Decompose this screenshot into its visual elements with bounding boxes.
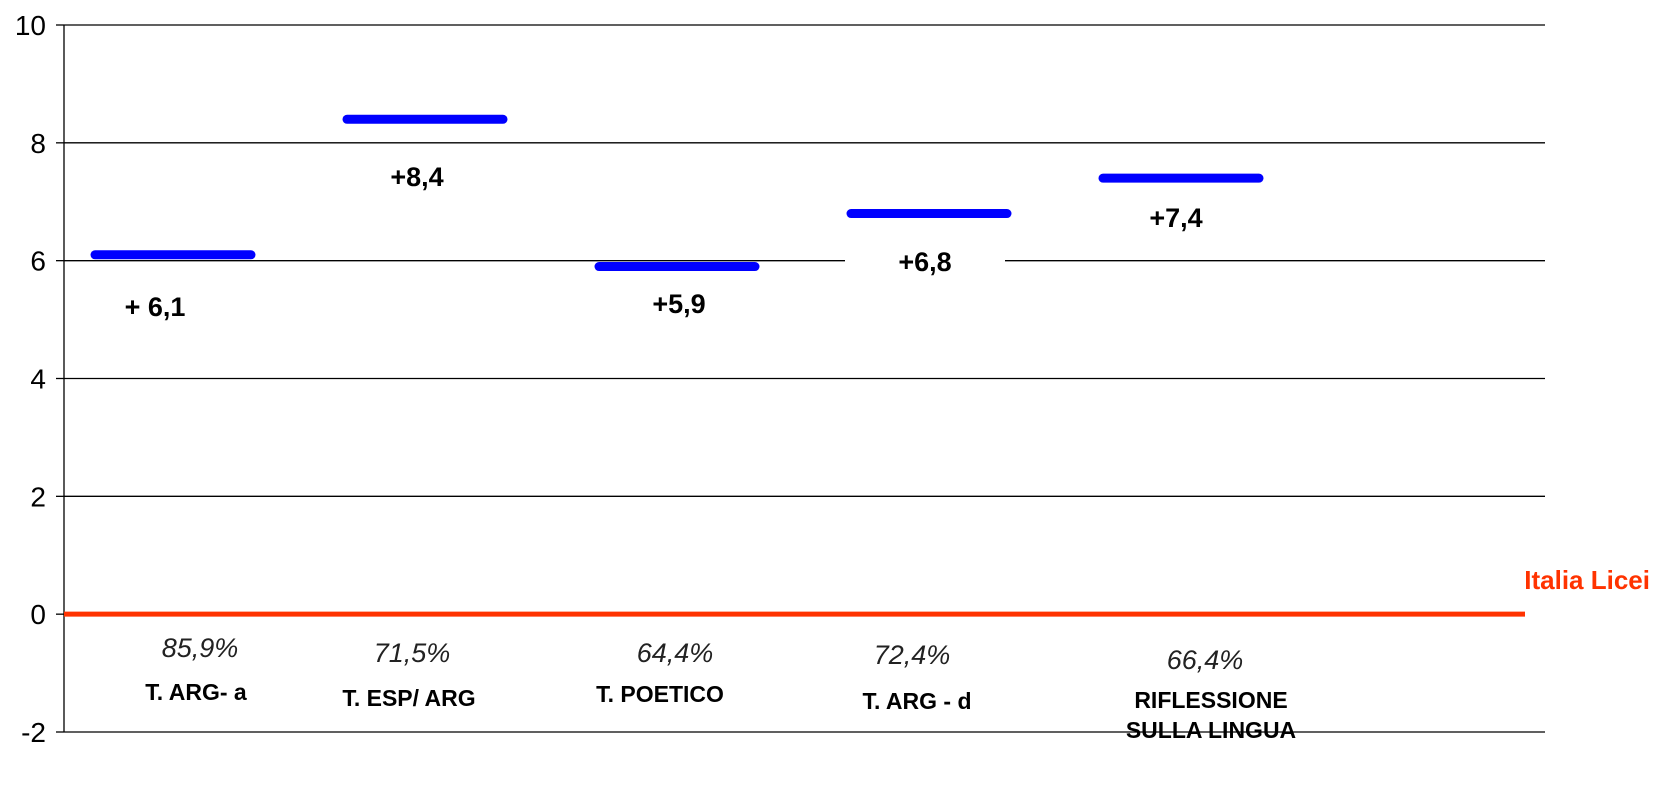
- value-label: +5,9: [652, 289, 705, 319]
- percent-label: 64,4%: [637, 638, 714, 668]
- reference-line-label: Italia Licei: [1524, 565, 1650, 595]
- y-tick-label: 6: [30, 246, 46, 277]
- category-label: T. ARG - d: [862, 688, 971, 714]
- percent-label: 71,5%: [374, 638, 451, 668]
- value-label: +7,4: [1149, 203, 1202, 233]
- value-label: +6,8: [898, 247, 951, 277]
- category-label: SULLA LINGUA: [1126, 717, 1296, 743]
- y-tick-label: -2: [21, 717, 46, 748]
- value-label-bg: [599, 287, 759, 323]
- category-label: T. ESP/ ARG: [342, 685, 475, 711]
- percent-label: 85,9%: [162, 633, 239, 663]
- value-label-bg: [67, 290, 243, 326]
- value-label-bg: [1096, 201, 1256, 237]
- gridlines: [56, 24, 1545, 733]
- y-tick-label: 8: [30, 128, 46, 159]
- y-tick-label: 2: [30, 481, 46, 512]
- category-label: T. ARG- a: [145, 679, 247, 705]
- value-label: + 6,1: [125, 292, 186, 322]
- value-label: +8,4: [390, 162, 443, 192]
- y-tick-label: 4: [30, 364, 46, 395]
- y-tick-label: 0: [30, 599, 46, 630]
- value-label-bg: [337, 160, 497, 196]
- data-marks: [90, 114, 1264, 272]
- category-label: T. POETICO: [596, 681, 724, 707]
- percent-label: 66,4%: [1167, 645, 1244, 675]
- y-tick-label: 10: [15, 10, 46, 41]
- value-label-bg: [845, 245, 1005, 281]
- percent-label: 72,4%: [874, 640, 951, 670]
- data-labels: + 6,1 85,9% T. ARG- a +8,4 71,5% T. ESP/ ARG +…: [67, 160, 1296, 743]
- reference-line-group: Italia Licei: [64, 565, 1650, 617]
- y-axis-tick-labels: 10 8 6 4 2 0 -2: [15, 10, 46, 748]
- category-label: RIFLESSIONE: [1134, 687, 1287, 713]
